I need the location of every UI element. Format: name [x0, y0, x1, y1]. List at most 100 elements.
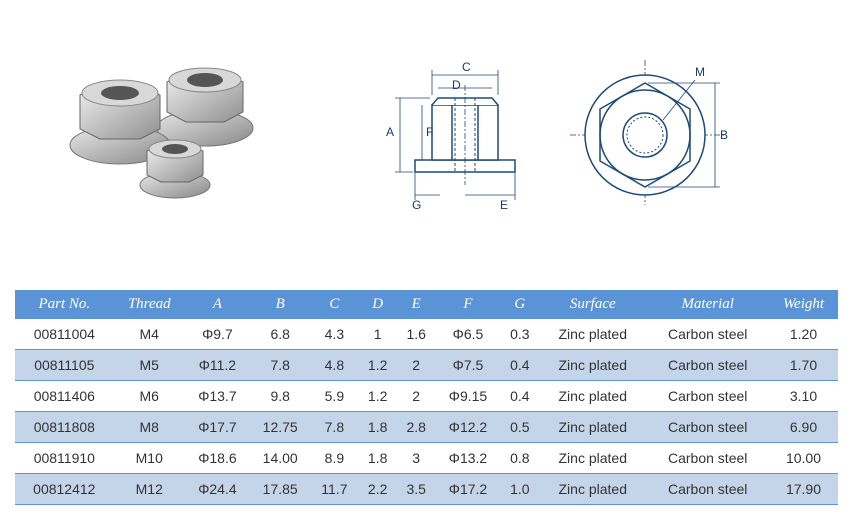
flange-nut-photo-icon	[50, 45, 300, 215]
table-cell: 1.0	[501, 474, 540, 505]
table-cell: 4.8	[310, 350, 358, 381]
side-view-diagram: C D A F E G	[380, 40, 540, 220]
table-cell: Φ7.5	[435, 350, 500, 381]
col-e: E	[397, 290, 436, 319]
table-cell: 14.00	[250, 443, 310, 474]
col-f: F	[435, 290, 500, 319]
dim-label-c: C	[462, 60, 471, 74]
table-cell: 2	[397, 381, 436, 412]
col-material: Material	[646, 290, 769, 319]
table-cell: 00811105	[15, 350, 114, 381]
spec-table: Part No. Thread A B C D E F G Surface Ma…	[15, 290, 838, 505]
col-weight: Weight	[769, 290, 838, 319]
table-header-row: Part No. Thread A B C D E F G Surface Ma…	[15, 290, 838, 319]
table-cell: 00811004	[15, 319, 114, 350]
table-cell: 12.75	[250, 412, 310, 443]
top-section: C D A F E G	[0, 0, 853, 260]
table-cell: Zinc plated	[539, 381, 646, 412]
table-cell: 3.10	[769, 381, 838, 412]
table-cell: M10	[114, 443, 185, 474]
table-cell: M5	[114, 350, 185, 381]
table-cell: 1	[358, 319, 397, 350]
col-b: B	[250, 290, 310, 319]
technical-diagrams: C D A F E G	[380, 40, 730, 220]
table-cell: Carbon steel	[646, 443, 769, 474]
table-cell: Φ24.4	[185, 474, 250, 505]
col-c: C	[310, 290, 358, 319]
table-cell: Carbon steel	[646, 319, 769, 350]
table-cell: 00812412	[15, 474, 114, 505]
table-cell: M4	[114, 319, 185, 350]
table-row: 00811808M8Φ17.712.757.81.82.8Φ12.20.5Zin…	[15, 412, 838, 443]
table-cell: Φ9.7	[185, 319, 250, 350]
dim-label-b: B	[720, 128, 728, 142]
table-cell: Φ17.7	[185, 412, 250, 443]
col-d: D	[358, 290, 397, 319]
table-cell: 6.90	[769, 412, 838, 443]
table-cell: Φ18.6	[185, 443, 250, 474]
dim-label-d: D	[452, 78, 461, 92]
dim-label-e: E	[500, 198, 508, 212]
table-cell: 1.70	[769, 350, 838, 381]
table-cell: Zinc plated	[539, 412, 646, 443]
table-cell: Carbon steel	[646, 381, 769, 412]
table-cell: Φ11.2	[185, 350, 250, 381]
table-cell: Carbon steel	[646, 350, 769, 381]
table-cell: 17.85	[250, 474, 310, 505]
table-cell: 9.8	[250, 381, 310, 412]
table-row: 00811004M4Φ9.76.84.311.6Φ6.50.3Zinc plat…	[15, 319, 838, 350]
dim-label-f: F	[426, 125, 433, 139]
table-cell: 8.9	[310, 443, 358, 474]
table-cell: Φ17.2	[435, 474, 500, 505]
table-cell: Zinc plated	[539, 443, 646, 474]
table-cell: Carbon steel	[646, 474, 769, 505]
table-row: 00811910M10Φ18.614.008.91.83Φ13.20.8Zinc…	[15, 443, 838, 474]
table-cell: Φ13.2	[435, 443, 500, 474]
table-cell: 6.8	[250, 319, 310, 350]
col-g: G	[501, 290, 540, 319]
table-cell: 7.8	[310, 412, 358, 443]
table-cell: 10.00	[769, 443, 838, 474]
product-photo	[50, 45, 300, 215]
spec-table-wrap: Part No. Thread A B C D E F G Surface Ma…	[0, 290, 853, 505]
table-row: 00811105M5Φ11.27.84.81.22Φ7.50.4Zinc pla…	[15, 350, 838, 381]
top-view-diagram: B M	[560, 40, 730, 220]
table-cell: 11.7	[310, 474, 358, 505]
table-cell: 2.2	[358, 474, 397, 505]
page-container: C D A F E G	[0, 0, 853, 523]
table-cell: 1.8	[358, 443, 397, 474]
col-a: A	[185, 290, 250, 319]
table-row: 00811406M6Φ13.79.85.91.22Φ9.150.4Zinc pl…	[15, 381, 838, 412]
dim-label-g: G	[412, 198, 421, 212]
table-cell: 00811910	[15, 443, 114, 474]
table-cell: Zinc plated	[539, 319, 646, 350]
table-cell: 5.9	[310, 381, 358, 412]
table-cell: Carbon steel	[646, 412, 769, 443]
table-cell: 00811808	[15, 412, 114, 443]
table-cell: 4.3	[310, 319, 358, 350]
dim-label-a: A	[386, 125, 394, 139]
table-cell: 2.8	[397, 412, 436, 443]
side-view-icon	[380, 40, 540, 220]
table-cell: 1.2	[358, 350, 397, 381]
table-cell: M6	[114, 381, 185, 412]
col-partno: Part No.	[15, 290, 114, 319]
table-cell: 0.8	[501, 443, 540, 474]
table-cell: Φ13.7	[185, 381, 250, 412]
table-cell: Zinc plated	[539, 474, 646, 505]
table-cell: 1.2	[358, 381, 397, 412]
dim-label-m: M	[695, 65, 705, 79]
table-cell: 2	[397, 350, 436, 381]
table-cell: M8	[114, 412, 185, 443]
table-cell: 0.5	[501, 412, 540, 443]
table-cell: Zinc plated	[539, 350, 646, 381]
table-cell: 0.3	[501, 319, 540, 350]
table-cell: 3.5	[397, 474, 436, 505]
table-cell: 0.4	[501, 381, 540, 412]
table-cell: 00811406	[15, 381, 114, 412]
table-cell: 1.6	[397, 319, 436, 350]
table-row: 00812412M12Φ24.417.8511.72.23.5Φ17.21.0Z…	[15, 474, 838, 505]
table-cell: M12	[114, 474, 185, 505]
table-cell: 0.4	[501, 350, 540, 381]
table-cell: Φ12.2	[435, 412, 500, 443]
